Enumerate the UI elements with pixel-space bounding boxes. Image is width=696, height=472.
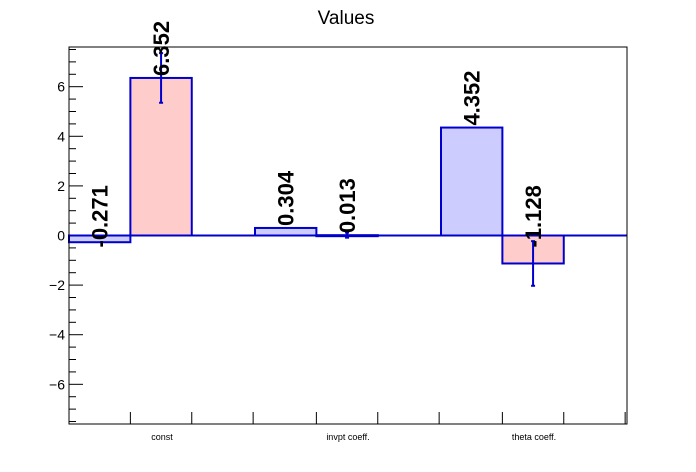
y-tick-label: −6 bbox=[49, 376, 65, 392]
value-label: 4.352 bbox=[460, 70, 485, 125]
value-label: 6.352 bbox=[149, 21, 174, 76]
value-label: -1.128 bbox=[521, 185, 546, 247]
bar bbox=[440, 126, 504, 237]
y-tick-label: 6 bbox=[57, 79, 65, 95]
y-tick-label: 4 bbox=[57, 128, 65, 144]
bar bbox=[254, 226, 318, 237]
y-tick-label: −2 bbox=[49, 277, 65, 293]
value-labels: -0.271 0.304 4.352 6.352 0.013 -1.128 bbox=[88, 21, 546, 248]
plot-frame bbox=[68, 46, 628, 425]
category-label: const bbox=[151, 432, 173, 442]
y-axis: −6 −4 −2 0 2 4 6 bbox=[49, 48, 83, 423]
value-label: 0.304 bbox=[274, 170, 299, 226]
bars bbox=[68, 52, 627, 287]
value-label: -0.271 bbox=[88, 185, 113, 247]
category-label: theta coeff. bbox=[512, 432, 556, 442]
y-tick-label: 0 bbox=[57, 228, 65, 244]
category-label: invpt coeff. bbox=[326, 432, 369, 442]
value-label: 0.013 bbox=[335, 178, 360, 233]
x-axis: const invpt coeff. theta coeff. bbox=[129, 412, 626, 442]
y-tick-label: 2 bbox=[57, 178, 65, 194]
y-tick-label: −4 bbox=[49, 327, 65, 343]
chart-title: Values bbox=[318, 8, 375, 29]
